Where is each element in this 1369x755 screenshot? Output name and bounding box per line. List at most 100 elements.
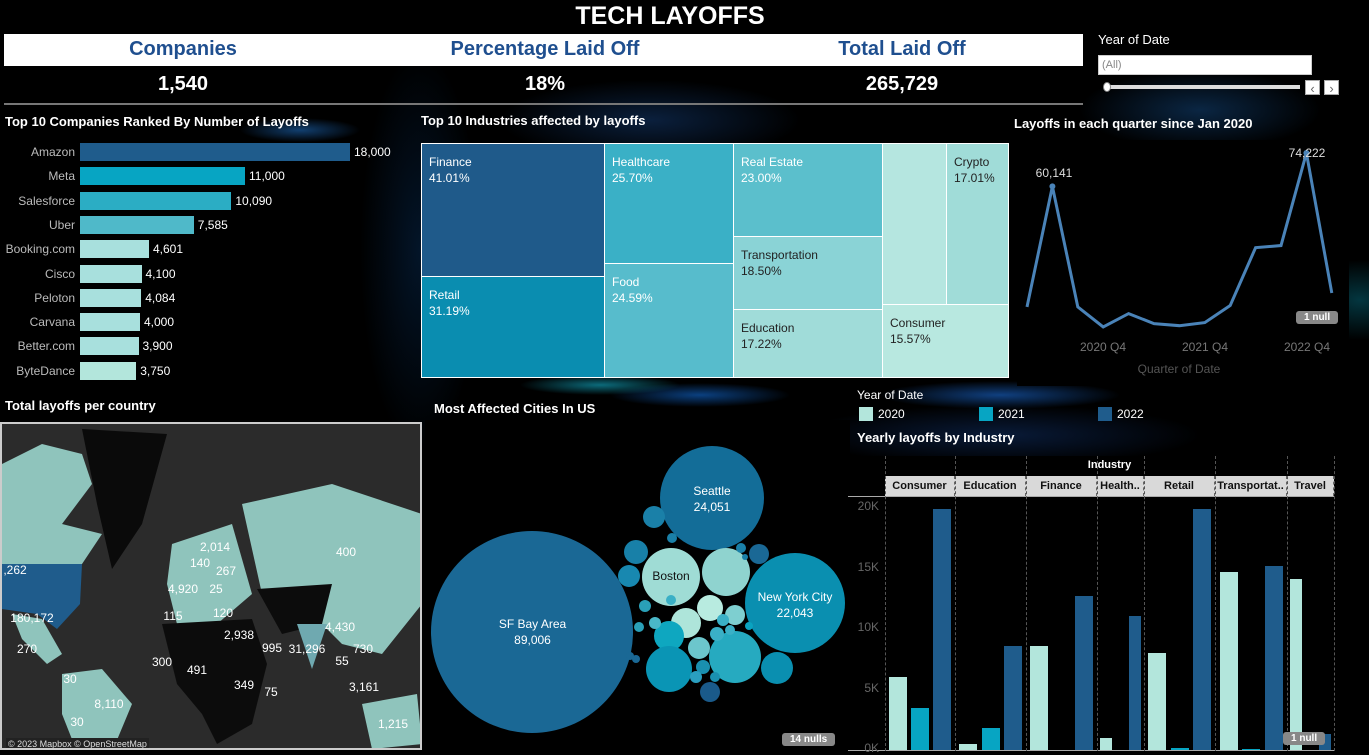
city-bubble[interactable] [761,652,793,684]
legend-swatch-2020[interactable] [859,407,873,421]
treemap-cell-food[interactable]: Food 24.59% [604,263,734,378]
industry-column-header[interactable]: Retail [1144,476,1215,496]
yearly-bar-2020[interactable] [959,743,978,750]
yearly-bar-2020[interactable] [1219,572,1238,750]
null-indicator[interactable]: 1 null [1296,311,1339,324]
yearly-bar-2020[interactable] [1100,737,1112,750]
city-bubble[interactable] [642,548,700,606]
company-bar[interactable] [80,288,142,307]
yearly-bar-2020[interactable] [1030,645,1049,750]
legend-label-2020[interactable]: 2020 [878,407,905,421]
industry-column-header[interactable]: Education [955,476,1026,496]
yearly-bar-2022[interactable] [1003,645,1022,750]
company-bar-row[interactable]: Cisco 4,100 [0,264,420,283]
city-bubble[interactable] [666,595,676,605]
city-bubble[interactable] [690,671,702,683]
treemap-cell-consumer[interactable]: Consumer 15.57% [882,304,1009,378]
yearly-bar-2022[interactable] [1074,596,1093,750]
company-bar[interactable] [80,240,149,259]
year-slider-track[interactable] [1104,85,1300,89]
country-value-label[interactable]: 180,172 [10,611,54,625]
city-bubble[interactable] [646,646,692,692]
world-map[interactable]: ,262 180,172 270 30 8,110 30 2,014 140 267 4,920 2… [0,422,422,750]
peak-point-2022[interactable] [1303,150,1310,156]
city-bubble[interactable] [745,553,845,653]
city-bubble[interactable] [702,548,750,596]
yearly-bar-2022[interactable] [1192,509,1211,750]
country-value-label[interactable]: 25 [209,582,223,596]
city-bubble[interactable] [749,544,769,564]
country-value-label[interactable]: 349 [233,678,255,692]
city-bubble[interactable] [742,554,748,560]
bubble-new-york-city[interactable]: New York City 22,043 [745,589,845,621]
next-year-button[interactable]: › [1324,80,1339,96]
company-bar-row[interactable]: Uber 7,585 [0,215,420,234]
city-bubble[interactable] [725,625,735,635]
treemap-cell-crypto[interactable]: Crypto 17.01% [946,143,1009,305]
country-value-label[interactable]: 270 [16,642,38,656]
country-value-label[interactable]: 730 [352,642,374,656]
city-bubble[interactable] [710,672,720,682]
country-value-label[interactable]: 30 [63,672,77,686]
company-bar[interactable] [80,313,140,332]
city-bubble[interactable] [696,660,710,674]
city-bubble[interactable] [710,627,724,641]
country-value-label[interactable]: 31,296 [288,642,326,656]
city-bubble[interactable] [632,655,640,663]
city-bubble[interactable] [660,446,764,550]
city-bubble[interactable] [700,682,720,702]
map-credit[interactable]: © 2023 Mapbox © OpenStreetMap [6,738,149,749]
legend-label-2022[interactable]: 2022 [1117,407,1144,421]
company-bar-row[interactable]: Amazon 18,000 [0,143,420,161]
city-bubble[interactable] [654,621,684,651]
city-bubble[interactable] [624,540,648,564]
country-value-label[interactable]: 2,938 [223,628,255,642]
company-bar-row[interactable]: Meta 11,000 [0,167,420,186]
country-value-label[interactable]: 30 [70,715,84,729]
yearly-bar-2022[interactable] [1319,734,1331,750]
year-slider-handle[interactable] [1103,82,1111,92]
industry-column-header[interactable]: Travel [1287,476,1334,496]
treemap-cell-finance[interactable]: Finance 41.01% [421,143,605,277]
peak-point-2020[interactable] [1049,183,1056,190]
country-value-label[interactable]: 140 [189,556,211,570]
country-value-label[interactable]: 120 [212,606,234,620]
bubble-seattle[interactable]: Seattle 24,051 [662,483,762,515]
company-bar-row[interactable]: Peloton 4,084 [0,288,420,307]
company-bar-row[interactable]: Salesforce 10,090 [0,191,420,210]
industry-column-header[interactable]: Health.. [1097,476,1144,496]
company-bar[interactable] [80,337,139,356]
treemap-cell-unlabeled[interactable] [882,143,947,305]
country-value-label[interactable]: 115 [163,609,183,623]
yearly-bar-2022[interactable] [1129,615,1141,750]
legend-swatch-2021[interactable] [979,407,993,421]
city-bubble[interactable] [649,617,661,629]
country-value-label[interactable]: 400 [335,545,357,559]
bubble-boston[interactable]: Boston [652,569,690,583]
null-indicator[interactable]: 14 nulls [782,733,836,746]
company-bar[interactable] [80,191,232,210]
legend-label-2021[interactable]: 2021 [998,407,1025,421]
treemap-cell-transportation[interactable]: Transportation 18.50% [733,236,883,310]
city-bubble[interactable] [709,631,761,683]
city-bubble[interactable] [618,565,640,587]
yearly-bar-2022[interactable] [1264,566,1283,750]
country-value-label[interactable]: 55 [335,654,349,668]
country-value-label[interactable]: 491 [186,663,208,677]
yearly-bar-2021[interactable] [981,728,1000,750]
treemap-cell-healthcare[interactable]: Healthcare 25.70% [604,143,734,264]
company-bar[interactable] [80,361,137,380]
city-bubble[interactable] [639,600,651,612]
yearly-bar-2020[interactable] [1290,579,1302,750]
company-bar[interactable] [80,215,194,234]
company-bar[interactable] [80,167,245,186]
industry-column-header[interactable]: Transportat.. [1215,476,1287,496]
company-bar-row[interactable]: Carvana 4,000 [0,313,420,332]
company-bar[interactable] [80,143,350,161]
yearly-bar-2020[interactable] [889,677,907,750]
treemap-cell-retail[interactable]: Retail 31.19% [421,276,605,378]
city-bubble[interactable] [697,595,723,621]
country-value-label[interactable]: 3,161 [348,680,380,694]
city-bubble[interactable] [717,614,729,626]
country-value-label[interactable]: 995 [261,641,283,655]
